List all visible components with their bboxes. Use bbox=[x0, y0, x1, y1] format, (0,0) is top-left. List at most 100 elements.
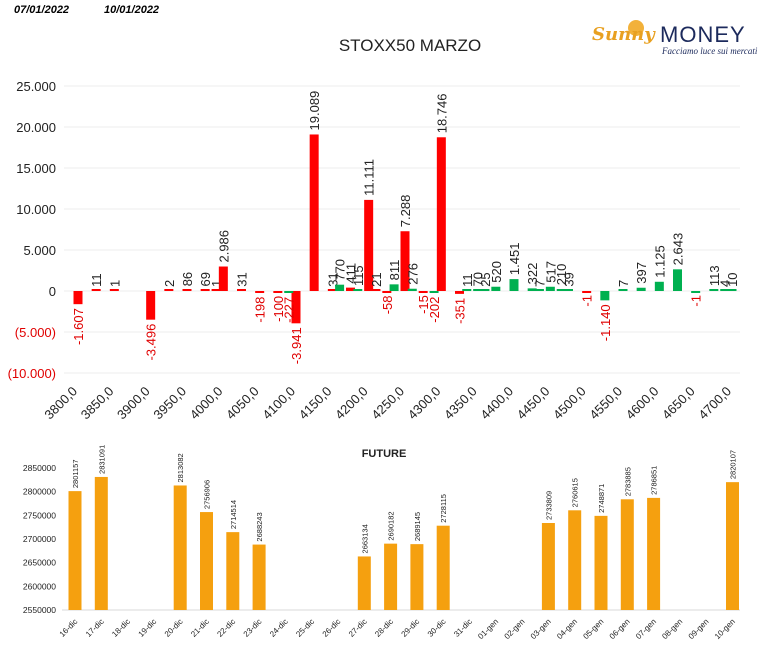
x-tick-label: 02-gen bbox=[503, 617, 527, 641]
bar bbox=[727, 289, 737, 291]
bar bbox=[218, 266, 228, 291]
bar bbox=[273, 291, 283, 293]
bar bbox=[200, 512, 213, 610]
y-tick-label: 2650000 bbox=[23, 558, 56, 568]
data-label: 11.111 bbox=[362, 159, 377, 196]
x-tick-label: 26-dic bbox=[321, 617, 343, 639]
bar bbox=[673, 269, 682, 291]
bar bbox=[455, 291, 464, 294]
data-label: -351 bbox=[453, 298, 468, 324]
x-tick-label: 03-gen bbox=[529, 617, 553, 641]
data-label: 2783885 bbox=[623, 467, 632, 496]
y-tick-label: 2850000 bbox=[23, 463, 56, 473]
data-label: -15 bbox=[416, 295, 431, 314]
bar bbox=[327, 289, 337, 291]
y-tick-label: 25.000 bbox=[16, 79, 56, 94]
data-label: 25 bbox=[478, 272, 493, 286]
bar bbox=[182, 289, 192, 291]
x-tick-label: 06-gen bbox=[608, 617, 632, 641]
data-label: 2801157 bbox=[71, 459, 80, 488]
data-label: 2728115 bbox=[439, 494, 448, 523]
data-label: 19.089 bbox=[307, 91, 322, 131]
bar bbox=[473, 289, 483, 291]
y-tick-label: 10.000 bbox=[16, 202, 56, 217]
chart-title: FUTURE bbox=[362, 448, 407, 460]
data-label: -3.941 bbox=[289, 327, 304, 364]
x-tick-label: 08-gen bbox=[660, 617, 684, 641]
data-label: 69 bbox=[198, 272, 213, 286]
bar bbox=[647, 497, 661, 610]
bar bbox=[407, 288, 417, 291]
x-tick-label: 24-dic bbox=[268, 617, 290, 639]
bar bbox=[709, 289, 719, 291]
logo-money-text: MONEY bbox=[660, 22, 746, 47]
data-label: 7 bbox=[616, 280, 631, 287]
bar bbox=[252, 544, 266, 610]
data-label: 21 bbox=[369, 272, 384, 286]
data-label: 2756906 bbox=[203, 480, 212, 509]
x-tick-label: 31-dic bbox=[452, 617, 474, 639]
data-label: 2748871 bbox=[597, 484, 606, 513]
bar bbox=[654, 281, 664, 291]
bar bbox=[68, 491, 82, 610]
data-label: 517 bbox=[543, 261, 558, 283]
data-label: 2714514 bbox=[229, 500, 238, 529]
x-tick-label: 29-dic bbox=[400, 617, 422, 639]
x-tick-label: 4250,0 bbox=[368, 384, 407, 423]
date-right: 10/01/2022 bbox=[104, 4, 160, 16]
data-label: 115 bbox=[351, 265, 366, 286]
x-tick-label: 4000,0 bbox=[187, 384, 226, 423]
data-label: 2.643 bbox=[671, 233, 686, 266]
bar bbox=[527, 288, 537, 291]
bar bbox=[164, 289, 174, 291]
data-label: 1.125 bbox=[652, 245, 667, 278]
bar bbox=[509, 279, 519, 291]
bar bbox=[620, 499, 634, 610]
x-tick-label: 20-dic bbox=[163, 617, 185, 639]
x-tick-label: 4100,0 bbox=[259, 384, 298, 423]
x-tick-label: 25-dic bbox=[294, 617, 316, 639]
data-label: -100 bbox=[271, 296, 286, 322]
y-tick-label: 2600000 bbox=[23, 581, 56, 591]
x-tick-label: 18-dic bbox=[110, 617, 132, 639]
x-tick-label: 30-dic bbox=[426, 617, 448, 639]
y-tick-label: 15.000 bbox=[16, 161, 56, 176]
bar bbox=[237, 289, 246, 291]
data-label: 70 bbox=[471, 272, 486, 286]
bar bbox=[568, 510, 582, 610]
bar bbox=[109, 289, 119, 291]
bar bbox=[346, 287, 355, 291]
bar bbox=[400, 231, 410, 291]
data-label: 2663134 bbox=[360, 524, 369, 553]
chart-title: STOXX50 MARZO bbox=[339, 36, 481, 55]
data-label: -1.140 bbox=[598, 304, 613, 341]
bar bbox=[384, 543, 398, 610]
data-label: 2813082 bbox=[176, 453, 185, 482]
logo-sunny-text: Sunny bbox=[592, 24, 655, 45]
x-tick-label: 4200,0 bbox=[332, 384, 371, 423]
data-label: -1 bbox=[580, 295, 595, 307]
x-tick-label: 3800,0 bbox=[41, 384, 80, 423]
x-tick-label: 19-dic bbox=[137, 617, 159, 639]
bar bbox=[429, 291, 439, 293]
data-label: 770 bbox=[333, 259, 348, 281]
data-label: -3.496 bbox=[144, 324, 159, 361]
y-tick-label: 5.000 bbox=[23, 243, 56, 258]
bar bbox=[284, 291, 294, 293]
x-tick-label: 4500,0 bbox=[550, 384, 589, 423]
bar bbox=[357, 556, 371, 610]
data-label: 18.746 bbox=[434, 94, 449, 134]
y-tick-label: (10.000) bbox=[8, 366, 56, 381]
x-tick-label: 4150,0 bbox=[296, 384, 335, 423]
bar bbox=[545, 286, 555, 291]
data-label: 2690182 bbox=[387, 511, 396, 540]
data-label: -198 bbox=[253, 297, 268, 323]
bar bbox=[436, 137, 446, 291]
x-tick-label: 4650,0 bbox=[659, 384, 698, 423]
bar bbox=[309, 134, 319, 291]
x-tick-label: 01-gen bbox=[476, 617, 500, 641]
data-label: -227 bbox=[282, 297, 297, 323]
bar bbox=[382, 291, 392, 293]
y-tick-label: 2700000 bbox=[23, 534, 56, 544]
data-label: 31 bbox=[325, 272, 340, 286]
